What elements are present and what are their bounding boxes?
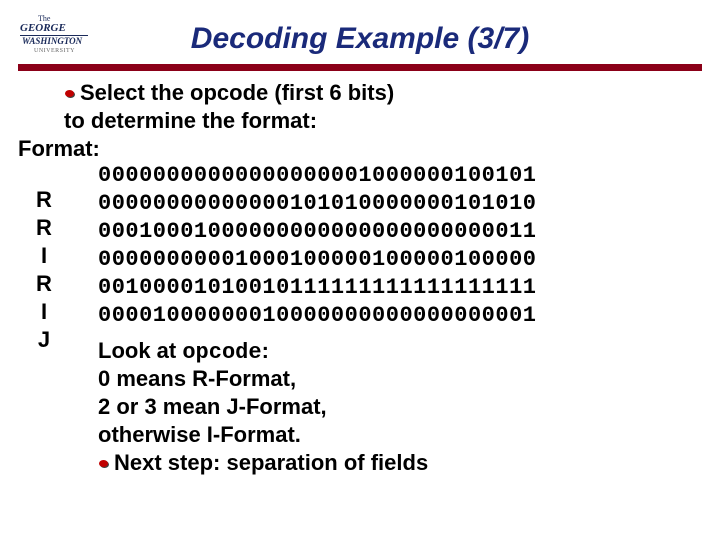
binary-block: 00000000000000000001000000100101 0000000… (98, 162, 536, 330)
format-letter: R (32, 186, 56, 214)
binary-line: 00000000001000100000100000100000 (98, 246, 536, 274)
binary-line: 00000000000000000001000000100101 (98, 162, 536, 190)
look-opcode-mono: opcode (182, 340, 261, 365)
binary-line: 00100001010010111111111111111111 (98, 274, 536, 302)
intro-text-1: Select the opcode (first 6 bits) (80, 80, 394, 105)
title-underline (18, 64, 702, 71)
look-at-opcode: Look at opcode: (98, 338, 269, 365)
binary-line: 00001000000010000000000000000001 (98, 302, 536, 330)
binary-line: 00000000000000101010000000101010 (98, 190, 536, 218)
look-detail-i: otherwise I-Format. (98, 422, 301, 448)
format-letter: R (32, 214, 56, 242)
format-label: Format: (18, 136, 100, 162)
bullet-icon (98, 459, 110, 469)
slide-title: Decoding Example (3/7) (0, 22, 720, 56)
intro-line-2: to determine the format: (64, 108, 317, 134)
next-step-text: Next step: separation of fields (114, 450, 428, 475)
next-step-line: Next step: separation of fields (98, 450, 428, 476)
look-prefix: Look at (98, 338, 182, 363)
format-letter: I (32, 242, 56, 270)
look-detail-j: 2 or 3 mean J-Format, (98, 394, 327, 420)
look-suffix: : (262, 338, 269, 363)
format-letter: R (32, 270, 56, 298)
binary-line: 00010001000000000000000000000011 (98, 218, 536, 246)
bullet-icon (64, 89, 76, 99)
format-letter: J (32, 326, 56, 354)
format-letters-column: R R I R I J (32, 186, 56, 354)
look-detail-r: 0 means R-Format, (98, 366, 296, 392)
format-letter: I (32, 298, 56, 326)
intro-line-1: Select the opcode (first 6 bits) (64, 80, 394, 106)
